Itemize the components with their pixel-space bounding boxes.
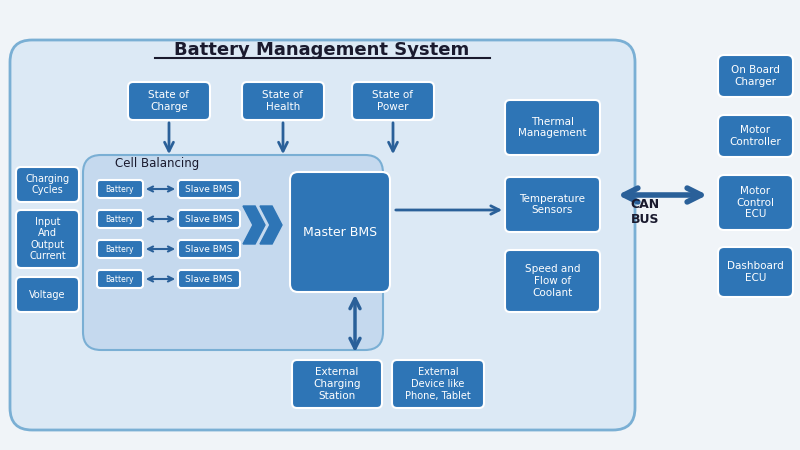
Text: Battery: Battery [106,184,134,194]
FancyBboxPatch shape [178,240,240,258]
Text: Speed and
Flow of
Coolant: Speed and Flow of Coolant [525,265,580,297]
FancyBboxPatch shape [178,210,240,228]
FancyBboxPatch shape [10,40,635,430]
FancyBboxPatch shape [97,240,143,258]
Text: Dashboard
ECU: Dashboard ECU [727,261,784,283]
Text: Slave BMS: Slave BMS [186,184,233,194]
FancyBboxPatch shape [505,177,600,232]
Text: Temperature
Sensors: Temperature Sensors [519,194,586,215]
FancyBboxPatch shape [718,247,793,297]
Text: Voltage: Voltage [30,289,66,300]
FancyBboxPatch shape [97,210,143,228]
Text: Cell Balancing: Cell Balancing [115,157,199,170]
FancyBboxPatch shape [16,167,79,202]
Text: CAN
BUS: CAN BUS [630,198,659,226]
Text: State of
Health: State of Health [262,90,303,112]
FancyBboxPatch shape [352,82,434,120]
Text: State of
Charge: State of Charge [149,90,190,112]
Text: Battery Management System: Battery Management System [174,41,470,59]
Text: Battery: Battery [106,244,134,253]
FancyBboxPatch shape [292,360,382,408]
FancyBboxPatch shape [16,277,79,312]
Text: Input
And
Output
Current: Input And Output Current [29,216,66,261]
Text: Slave BMS: Slave BMS [186,274,233,284]
FancyBboxPatch shape [178,270,240,288]
Text: Thermal
Management: Thermal Management [518,117,586,138]
FancyBboxPatch shape [505,100,600,155]
Text: Battery: Battery [106,215,134,224]
Text: Battery: Battery [106,274,134,284]
Text: Charging
Cycles: Charging Cycles [26,174,70,195]
Text: Slave BMS: Slave BMS [186,215,233,224]
FancyBboxPatch shape [718,55,793,97]
Polygon shape [243,206,265,244]
Text: Master BMS: Master BMS [303,225,377,238]
FancyBboxPatch shape [505,250,600,312]
FancyBboxPatch shape [178,180,240,198]
Text: State of
Power: State of Power [373,90,414,112]
FancyBboxPatch shape [718,175,793,230]
Text: Motor
Control
ECU: Motor Control ECU [737,186,774,219]
Text: External
Charging
Station: External Charging Station [314,367,361,400]
Text: On Board
Charger: On Board Charger [731,65,780,87]
FancyBboxPatch shape [290,172,390,292]
FancyBboxPatch shape [16,210,79,268]
Text: External
Device like
Phone, Tablet: External Device like Phone, Tablet [405,367,471,400]
FancyBboxPatch shape [97,270,143,288]
FancyBboxPatch shape [718,115,793,157]
FancyBboxPatch shape [128,82,210,120]
Text: Motor
Controller: Motor Controller [730,125,782,147]
FancyBboxPatch shape [242,82,324,120]
FancyBboxPatch shape [392,360,484,408]
FancyBboxPatch shape [97,180,143,198]
Text: Slave BMS: Slave BMS [186,244,233,253]
Polygon shape [260,206,282,244]
FancyBboxPatch shape [83,155,383,350]
